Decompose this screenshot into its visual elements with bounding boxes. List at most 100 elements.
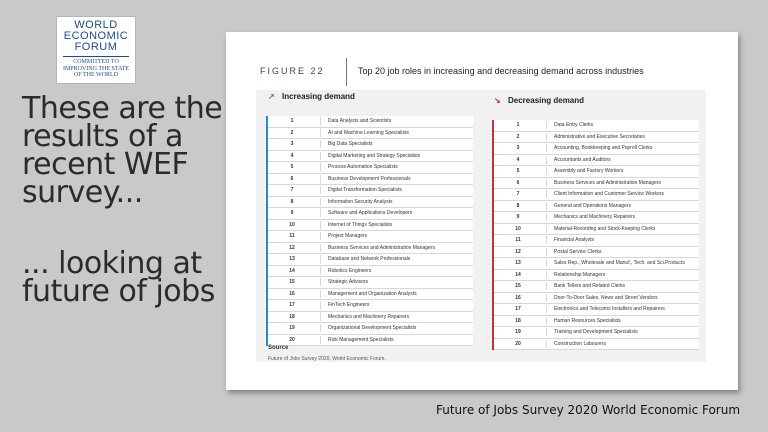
row-divider [546,178,547,187]
table-row: 17 Electronics and Telecoms Installers an… [494,304,699,316]
table-row: 4 Accountants and Auditors [494,154,699,166]
decreasing-demand-title: Decreasing demand [508,96,585,105]
row-divider [320,312,321,321]
figure-table-area: ↗ Increasing demand 1 Data Analysts and Sc… [256,90,706,362]
source-heading: Source [268,345,289,351]
table-row: 20 Construction Labourers [494,338,699,350]
row-job-title: Material-Recording and Stock-Keeping Cle… [554,225,656,232]
slide-text-line: survey... [22,175,143,210]
row-job-title: Business Services and Administration Man… [554,179,661,186]
increasing-demand-header: ↗ Increasing demand [266,90,471,104]
row-divider [320,117,321,125]
row-job-title: Accountants and Auditors [554,156,611,163]
row-rank: 11 [515,237,521,243]
row-job-title: Mechanics and Machinery Repairers [554,214,636,220]
slide-text-block-1: These are the results of a recent WEF su… [22,94,223,210]
table-row: 12 Postal Service Clerks [494,246,699,258]
table-row: 5 Assembly and Factory Workers [494,166,699,178]
row-rank: 10 [289,221,295,228]
row-divider [546,224,547,233]
table-row: 19 Training and Development Specialists [494,327,699,339]
table-row: 6 Business Services and Administration Ma… [494,177,699,189]
figure-panel: FIGURE 22 Top 20 job roles in increasing… [226,32,738,390]
row-rank: 16 [289,290,295,297]
row-job-title: Risk Management Specialists [328,336,394,343]
row-divider [320,335,321,344]
row-rank: 4 [516,156,520,163]
decreasing-demand-list: 1 Data Entry Clerks 2 Administrative and Ex… [492,120,699,350]
row-job-title: Internet of Things Specialists [328,221,393,228]
row-rank: 14 [515,271,521,278]
row-divider [320,128,321,137]
row-rank: 18 [289,313,295,320]
table-row: 2 Administrative and Executive Secretarie… [494,131,699,143]
row-job-title: AI and Machine Learning Specialists [328,129,409,136]
row-rank: 13 [515,260,521,266]
row-job-title: Process Automation Specialists [328,164,398,170]
row-job-title: Mechanics and Machinery Repairers [328,313,410,320]
row-rank: 6 [290,175,294,182]
row-divider [320,255,321,263]
row-rank: 16 [515,294,521,301]
table-row: 9 Mechanics and Machinery Repairers [494,212,699,224]
figure-label: FIGURE 22 [260,66,325,76]
row-rank: 4 [290,152,294,159]
logo-tagline-3: OF THE WORLD [73,72,119,78]
row-rank: 6 [516,179,520,186]
row-divider [546,316,547,325]
row-rank: 14 [289,267,295,274]
row-job-title: Accounting, Bookkeeping and Payroll Cler… [554,145,653,151]
row-divider [546,247,547,256]
row-rank: 7 [516,191,520,197]
logo-tagline-2: IMPROVING THE STATE [62,65,130,72]
row-rank: 13 [289,256,295,262]
arrow-down-right-icon: ↘ [494,96,501,105]
table-row: 5 Process Automation Specialists [268,162,473,174]
decreasing-demand-header: ↘ Decreasing demand [492,94,697,108]
row-job-title: Robotics Engineers [328,267,372,274]
table-row: 9 Software and Applications Developers [268,208,473,220]
row-rank: 5 [516,168,520,174]
row-rank: 12 [289,244,295,251]
row-divider [320,243,321,252]
table-row: 18 Mechanics and Machinery Repairers [268,311,473,323]
row-job-title: Project Managers [328,233,368,239]
table-row: 11 Project Managers [268,231,473,243]
table-row: 16 Door-To-Door Sales, News and Street Ve… [494,292,699,304]
table-row: 10 Material-Recording and Stock-Keeping C… [494,223,699,235]
row-job-title: Big Data Specialists [328,141,373,147]
row-divider [546,155,547,164]
table-row: 18 Human Resources Specialists [494,315,699,327]
row-job-title: FinTech Engineers [328,302,370,308]
logo-rule [63,56,129,57]
row-rank: 5 [290,164,294,170]
row-rank: 18 [515,317,521,324]
row-divider [546,236,547,244]
figure-divider [346,58,347,86]
row-rank: 8 [290,198,294,205]
table-row: 1 Data Analysts and Scientists [268,116,473,128]
table-row: 6 Business Development Professionals [268,173,473,185]
row-divider [546,201,547,210]
row-divider [320,301,321,309]
row-divider [320,174,321,183]
row-rank: 2 [290,129,294,136]
row-divider [546,144,547,152]
row-job-title: Relationship Managers [554,271,606,278]
row-job-title: Human Resources Specialists [554,317,621,324]
row-job-title: Business Services and Administration Man… [328,244,435,251]
row-rank: 12 [515,248,521,255]
row-divider [320,140,321,148]
table-row: 17 FinTech Engineers [268,300,473,312]
row-job-title: Management and Organization Analysts [328,290,417,297]
row-divider [546,339,547,348]
row-rank: 20 [289,336,295,343]
table-row: 15 Strategic Advisors [268,277,473,289]
row-divider [320,220,321,229]
row-divider [320,232,321,240]
decreasing-demand-column: ↘ Decreasing demand 1 Data Entry Clerks 2 Ad… [492,90,699,350]
row-rank: 9 [290,210,294,216]
table-row: 11 Financial Analysts [494,235,699,247]
table-row: 7 Client Information and Customer Service… [494,189,699,201]
table-row: 7 Digital Transformation Specialists [268,185,473,197]
